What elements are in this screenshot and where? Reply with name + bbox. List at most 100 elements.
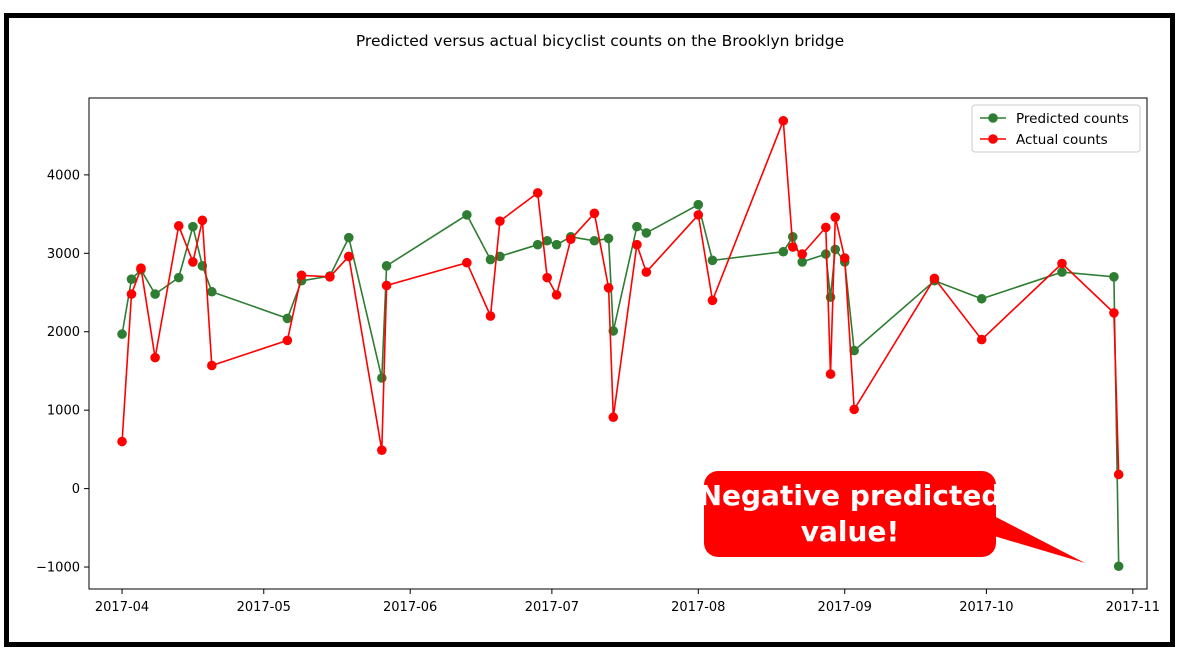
- data-point: [821, 249, 831, 259]
- y-tick-label: 1000: [47, 404, 80, 419]
- data-point: [797, 249, 808, 259]
- x-tick-label: 2017-06: [383, 600, 437, 615]
- legend-label: Predicted counts: [1016, 111, 1129, 127]
- series-layer: [117, 115, 1124, 572]
- legend: Predicted counts Actual counts: [971, 104, 1141, 153]
- data-point: [495, 216, 505, 226]
- data-point: [150, 289, 160, 299]
- callout-line-2: value!: [801, 515, 899, 548]
- data-point: [821, 222, 831, 233]
- legend-box: [971, 104, 1141, 153]
- data-point: [136, 263, 146, 274]
- data-point: [797, 257, 808, 267]
- data-point: [207, 360, 217, 371]
- data-point: [778, 115, 789, 126]
- chart-title: Predicted versus actual bicyclist counts…: [356, 32, 844, 50]
- data-point: [542, 235, 552, 246]
- legend-marker: [988, 113, 998, 123]
- y-tick-label: −1000: [36, 561, 80, 576]
- callout-line-1: Negative predicted: [699, 479, 1002, 512]
- data-point: [839, 253, 850, 263]
- data-point: [173, 272, 184, 283]
- data-point: [117, 436, 127, 447]
- callout-pointer: [994, 516, 1085, 563]
- x-tick-label: 2017-10: [959, 600, 1013, 615]
- data-point: [632, 239, 642, 250]
- data-point: [551, 239, 562, 250]
- data-point: [188, 221, 198, 232]
- data-point: [603, 233, 614, 244]
- data-point: [641, 228, 652, 238]
- data-point: [1113, 469, 1124, 480]
- plot-border: [88, 97, 1148, 590]
- x-tick-label: 2017-08: [671, 600, 725, 615]
- data-point: [693, 199, 704, 210]
- x-tick-label: 2017-04: [95, 600, 149, 615]
- y-tick-label: 3000: [47, 247, 80, 262]
- data-point: [589, 208, 600, 219]
- x-tick-label: 2017-09: [818, 600, 872, 615]
- data-point: [1057, 258, 1067, 269]
- data-point: [462, 257, 472, 268]
- data-point: [296, 270, 307, 281]
- data-point: [282, 313, 293, 324]
- data-point: [778, 246, 789, 257]
- y-tick-label: 4000: [47, 168, 80, 183]
- data-point: [707, 255, 718, 266]
- data-point: [495, 251, 505, 262]
- data-point: [693, 210, 704, 220]
- legend-marker: [988, 134, 998, 144]
- data-point: [825, 369, 836, 379]
- axes: 2017-04 2017-05 2017-06 2017-07 2017-08 2017-…: [36, 97, 1160, 615]
- data-point: [589, 235, 600, 246]
- data-point: [830, 212, 841, 223]
- x-tick-label: 2017-07: [525, 600, 579, 615]
- data-point: [485, 254, 496, 265]
- data-point: [462, 210, 472, 220]
- data-point: [485, 311, 496, 321]
- data-point: [343, 232, 354, 243]
- data-point: [1113, 561, 1124, 572]
- data-point: [207, 286, 217, 297]
- data-point: [325, 272, 335, 282]
- data-point: [126, 289, 137, 299]
- data-point: [532, 188, 543, 198]
- x-tick-label: 2017-05: [237, 600, 291, 615]
- data-point: [641, 267, 652, 277]
- data-point: [565, 234, 576, 244]
- data-point: [532, 239, 543, 250]
- data-point: [377, 373, 387, 383]
- data-point: [188, 257, 198, 267]
- x-tick-label: 2017-11: [1106, 600, 1160, 615]
- data-point: [117, 329, 127, 339]
- data-point: [929, 273, 940, 284]
- data-point: [707, 295, 718, 306]
- callout-box: [704, 471, 996, 557]
- y-tick-label: 2000: [47, 325, 80, 340]
- data-point: [377, 445, 387, 455]
- data-point: [542, 272, 552, 283]
- data-point: [551, 290, 562, 300]
- data-point: [126, 274, 137, 284]
- chart-canvas: Predicted versus actual bicyclist counts…: [36, 32, 1160, 615]
- data-point: [787, 242, 798, 252]
- data-point: [343, 251, 354, 262]
- data-point: [849, 404, 859, 415]
- data-point: [197, 215, 208, 226]
- figure-frame: Predicted versus actual bicyclist counts…: [4, 13, 1175, 647]
- data-point: [1109, 272, 1119, 282]
- data-point: [976, 334, 987, 345]
- data-point: [608, 412, 619, 423]
- data-point: [1109, 308, 1119, 318]
- data-point: [381, 261, 392, 271]
- data-point: [1057, 267, 1067, 277]
- data-point: [603, 283, 614, 293]
- data-point: [976, 293, 987, 304]
- legend-label: Actual counts: [1016, 132, 1108, 148]
- y-tick-label: 0: [72, 482, 80, 497]
- data-point: [830, 244, 841, 255]
- data-point: [282, 335, 293, 346]
- data-point: [150, 352, 160, 363]
- data-point: [173, 221, 184, 231]
